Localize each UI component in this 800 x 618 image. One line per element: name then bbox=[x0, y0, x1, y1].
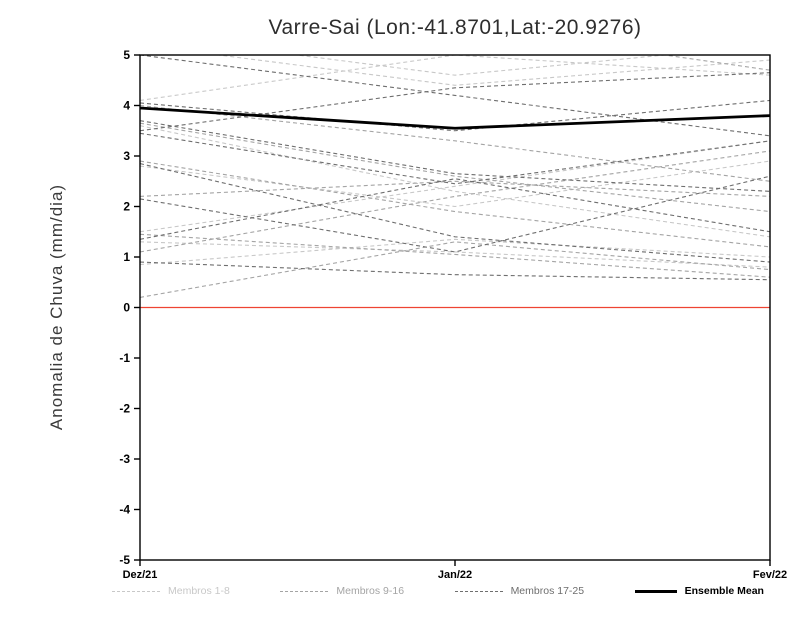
member-line-group-2 bbox=[140, 150, 770, 253]
series-layer bbox=[140, 55, 770, 298]
y-tick-label: 1 bbox=[123, 250, 130, 264]
x-tick-label: Fev/22 bbox=[753, 569, 787, 581]
x-tick-label: Dez/21 bbox=[123, 569, 158, 581]
member-line-group-3 bbox=[140, 178, 770, 240]
ensemble-mean-line bbox=[140, 106, 770, 130]
member-line-group-3 bbox=[140, 72, 770, 132]
member-line-group-3 bbox=[140, 163, 770, 263]
legend-entry-members-9-16: Membros 9-16 bbox=[280, 585, 404, 597]
legend-entry-ensemble-mean: Ensemble Mean bbox=[634, 585, 764, 597]
y-tick-label: 0 bbox=[123, 301, 130, 315]
legend-entry-members-17-25: Membros 17-25 bbox=[454, 585, 585, 597]
member-line-group-2 bbox=[661, 55, 770, 71]
member-line-group-1 bbox=[214, 55, 770, 86]
member-line-group-2 bbox=[140, 160, 770, 248]
member-line-group-2 bbox=[140, 233, 770, 278]
legend: Membros 1-8 Membros 9-16 Membros 17-25 E… bbox=[112, 585, 764, 597]
member-line-group-1 bbox=[293, 55, 671, 76]
legend-label: Ensemble Mean bbox=[684, 585, 764, 597]
dashed-line-sample bbox=[112, 590, 160, 592]
y-tick-label: -1 bbox=[119, 351, 130, 365]
dashed-line-sample bbox=[280, 590, 329, 592]
member-line-group-1 bbox=[140, 160, 770, 208]
y-tick-label: 2 bbox=[123, 200, 130, 214]
y-tick-label: -2 bbox=[119, 402, 130, 416]
member-line-group-1 bbox=[140, 55, 770, 101]
y-tick-label: 3 bbox=[123, 149, 130, 163]
legend-entry-members-1-8: Membros 1-8 bbox=[112, 585, 230, 597]
legend-label: Membros 17-25 bbox=[510, 585, 585, 597]
y-tick-label: -4 bbox=[119, 503, 130, 517]
member-line-group-1 bbox=[140, 238, 770, 266]
legend-label: Membros 1-8 bbox=[168, 585, 230, 597]
member-line-group-3 bbox=[140, 99, 770, 132]
member-line-group-1 bbox=[140, 125, 770, 238]
member-line-group-3 bbox=[140, 175, 770, 253]
y-tick-label: -5 bbox=[119, 553, 130, 567]
y-tick-label: -3 bbox=[119, 452, 130, 466]
member-line-group-3 bbox=[140, 261, 770, 281]
member-line-group-3 bbox=[140, 55, 770, 137]
y-tick-label: 4 bbox=[123, 99, 130, 113]
chart-title: Varre-Sai (Lon:-41.8701,Lat:-20.9276) bbox=[268, 16, 642, 39]
member-line-group-2 bbox=[140, 180, 770, 197]
solid-line-sample bbox=[634, 589, 677, 593]
member-line-group-3 bbox=[140, 132, 770, 185]
member-line-group-1 bbox=[140, 241, 770, 268]
dashed-line-sample bbox=[454, 590, 503, 592]
y-tick-label: 5 bbox=[123, 48, 130, 62]
x-tick-label: Jan/22 bbox=[438, 569, 472, 581]
member-line-group-2 bbox=[140, 104, 770, 182]
member-line-group-2 bbox=[140, 122, 770, 213]
member-line-group-2 bbox=[140, 241, 770, 298]
member-line-group-3 bbox=[140, 120, 770, 192]
legend-label: Membros 9-16 bbox=[336, 585, 405, 597]
